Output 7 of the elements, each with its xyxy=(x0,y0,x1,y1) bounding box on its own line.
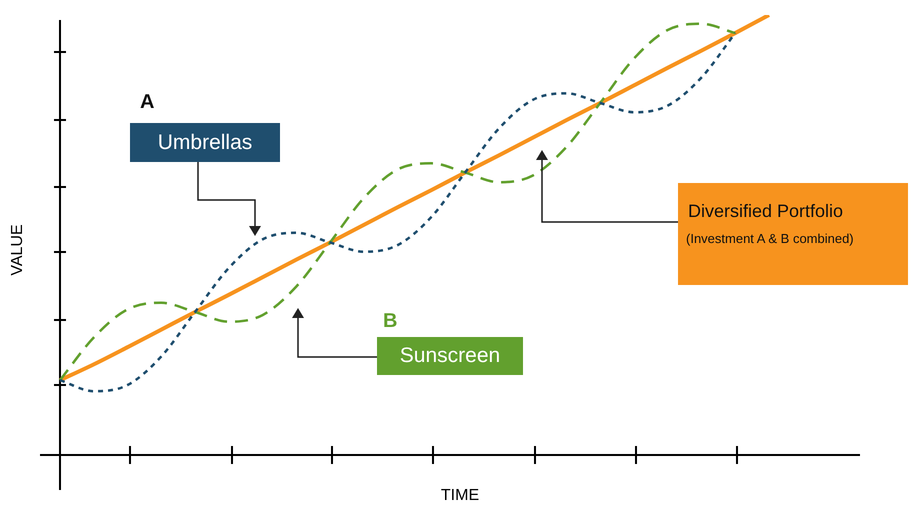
label-box: Sunscreen xyxy=(377,337,523,375)
annotation: B xyxy=(383,310,398,333)
y-axis-title: VALUE xyxy=(9,224,26,276)
x-axis-title: TIME xyxy=(440,487,480,504)
label-box: Umbrellas xyxy=(130,123,280,162)
annotation: (Investment A & B combined) xyxy=(686,231,854,246)
annotation: A xyxy=(140,91,154,114)
